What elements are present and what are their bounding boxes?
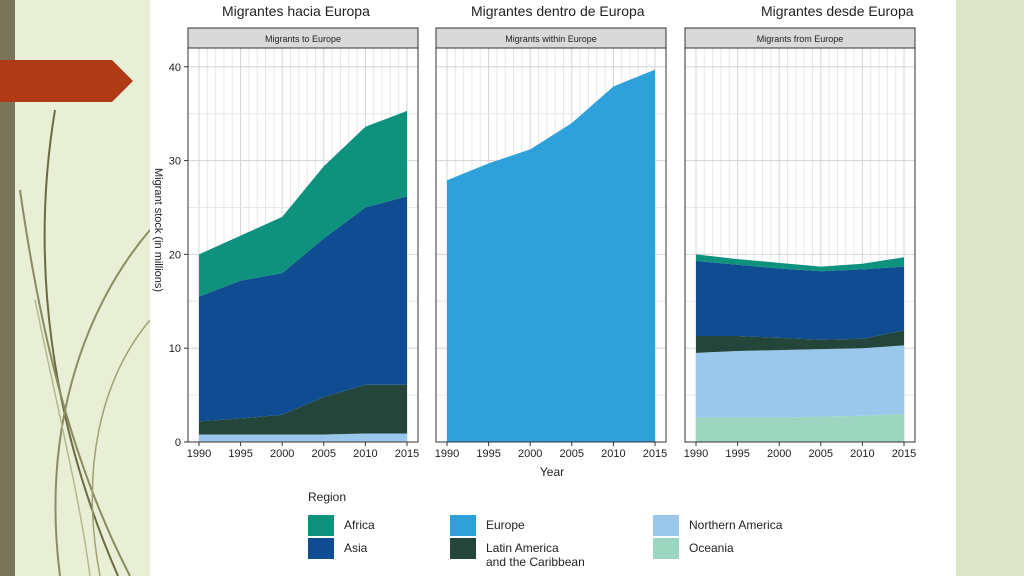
legend-label: Latin America and the Caribbean: [486, 541, 585, 569]
y-tick-label: 10: [169, 343, 181, 355]
legend-item-latin-america-and-the-caribbean: Latin America and the Caribbean: [450, 538, 585, 569]
area-latin-america-and-the-caribbean: [199, 384, 407, 435]
x-tick-label: 2005: [560, 448, 584, 460]
x-tick-label: 2015: [643, 448, 667, 460]
decorative-curve: [91, 319, 150, 576]
legend-item-oceania: Oceania: [653, 538, 734, 559]
legend-swatch: [308, 515, 334, 536]
y-tick-label: 0: [175, 437, 181, 449]
y-tick-label: 40: [169, 62, 181, 74]
x-tick-label: 1990: [187, 448, 211, 460]
legend-label: Europe: [486, 518, 525, 532]
legend-swatch: [308, 538, 334, 559]
legend-title: Region: [308, 490, 347, 504]
area-asia: [199, 196, 407, 422]
x-tick-label: 2005: [312, 448, 336, 460]
legend-label: Africa: [344, 518, 375, 532]
x-tick-label: 1990: [435, 448, 459, 460]
legend-swatch: [653, 538, 679, 559]
legend-swatch: [450, 515, 476, 536]
x-axis-label: Year: [540, 465, 564, 479]
x-tick-label: 1990: [684, 448, 708, 460]
x-tick-label: 2010: [353, 448, 377, 460]
slide-title-from-europe: Migrantes desde Europa: [761, 3, 914, 19]
x-tick-label: 2005: [809, 448, 833, 460]
area-latin-america-and-the-caribbean: [696, 330, 904, 353]
y-axis-label: Migrant stock (in millions): [152, 168, 164, 292]
x-tick-label: 2000: [270, 448, 294, 460]
legend-label: Northern America: [689, 518, 783, 532]
legend-swatch: [653, 515, 679, 536]
legend-swatch: [450, 538, 476, 559]
panel-frame: [187, 47, 419, 443]
y-tick-label: 30: [169, 156, 181, 168]
panel-frame: [684, 47, 916, 443]
legend-item-asia: Asia: [308, 538, 367, 559]
slide-title-within-europe: Migrantes dentro de Europa: [471, 3, 645, 19]
red-arrow-shape: [0, 60, 133, 102]
y-tick-label: 20: [169, 249, 181, 261]
right-decorative-strip: [956, 0, 1024, 576]
x-tick-label: 2015: [892, 448, 916, 460]
x-tick-label: 1995: [725, 448, 749, 460]
panel-title: Migrants to Europe: [265, 34, 341, 44]
decorative-curve: [19, 189, 131, 576]
x-tick-label: 2000: [518, 448, 542, 460]
left-dark-strip: [0, 0, 15, 576]
area-africa: [199, 110, 407, 297]
slide-content: Migrantes hacia Europa Migrantes dentro …: [150, 0, 956, 576]
panel-title: Migrants from Europe: [757, 34, 844, 44]
slide-title-to-europe: Migrantes hacia Europa: [222, 3, 370, 19]
x-tick-label: 2010: [850, 448, 874, 460]
area-europe: [447, 69, 655, 443]
x-tick-label: 2015: [395, 448, 419, 460]
area-northern-america: [199, 433, 407, 442]
legend-item-northern-america: Northern America: [653, 515, 782, 536]
x-tick-label: 2010: [601, 448, 625, 460]
area-asia: [696, 260, 904, 340]
legend-label: Oceania: [689, 541, 734, 555]
legend-item-europe: Europe: [450, 515, 525, 536]
area-africa: [696, 254, 904, 272]
area-oceania: [696, 413, 904, 442]
area-northern-america: [696, 345, 904, 418]
decorative-curve: [34, 299, 91, 576]
x-tick-label: 2000: [767, 448, 791, 460]
x-tick-label: 1995: [228, 448, 252, 460]
legend-label: Asia: [344, 541, 368, 555]
legend-item-africa: Africa: [308, 515, 375, 536]
x-tick-label: 1995: [476, 448, 500, 460]
decorative-background: [0, 0, 150, 576]
panel-title: Migrants within Europe: [505, 34, 597, 44]
decorative-curve: [54, 229, 150, 576]
panel-frame: [435, 47, 667, 443]
